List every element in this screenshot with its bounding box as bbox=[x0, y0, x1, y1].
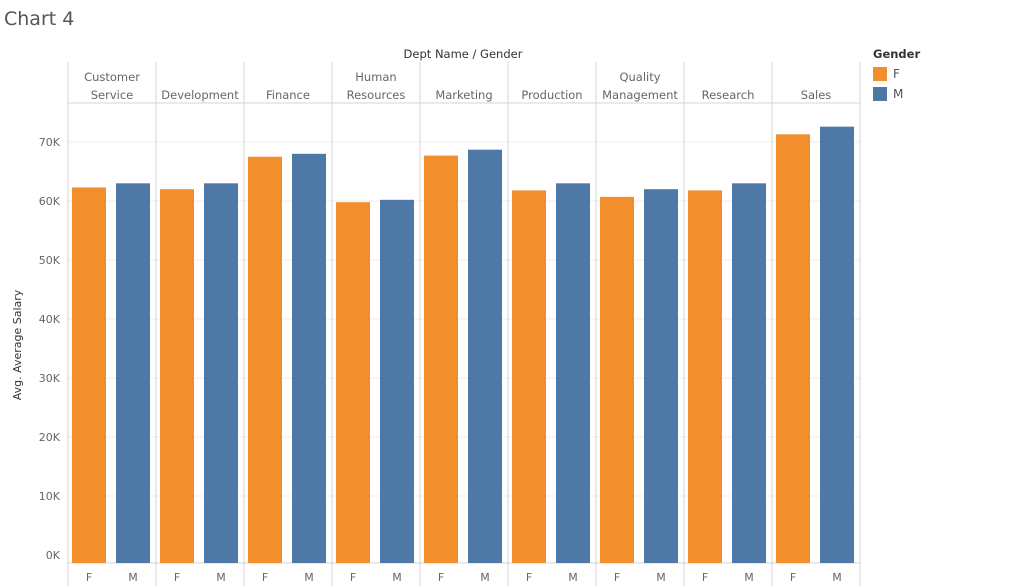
category-label: Management bbox=[602, 88, 678, 102]
x-subcategory-label: M bbox=[744, 571, 754, 584]
x-subcategory-label: F bbox=[86, 571, 92, 584]
x-subcategory-label: F bbox=[174, 571, 180, 584]
y-tick-label: 70K bbox=[39, 136, 61, 149]
bar-f bbox=[72, 187, 106, 563]
bar-m bbox=[468, 149, 502, 564]
bar-f bbox=[248, 156, 282, 563]
bar-m bbox=[732, 183, 766, 564]
legend-item-m[interactable]: M bbox=[873, 84, 920, 104]
x-subcategory-label: M bbox=[216, 571, 226, 584]
legend: Gender F M bbox=[873, 47, 920, 104]
category-label: Marketing bbox=[435, 88, 492, 102]
bar-f bbox=[600, 196, 634, 563]
bar-m bbox=[204, 183, 238, 564]
bar-f bbox=[160, 189, 194, 563]
x-subcategory-label: M bbox=[480, 571, 490, 584]
x-subcategory-label: F bbox=[614, 571, 620, 584]
x-subcategory-label: F bbox=[790, 571, 796, 584]
y-tick-label: 20K bbox=[39, 431, 61, 444]
x-subcategory-label: F bbox=[526, 571, 532, 584]
category-label: Resources bbox=[347, 88, 406, 102]
y-tick-label: 40K bbox=[39, 313, 61, 326]
bar-m bbox=[644, 189, 678, 563]
column-header-title: Dept Name / Gender bbox=[404, 47, 523, 61]
bar-m bbox=[820, 126, 854, 563]
category-label: Quality bbox=[619, 70, 660, 84]
legend-swatch-f bbox=[873, 67, 887, 81]
category-label: Development bbox=[161, 88, 239, 102]
x-subcategory-label: F bbox=[262, 571, 268, 584]
x-subcategory-label: F bbox=[438, 571, 444, 584]
legend-title: Gender bbox=[873, 47, 921, 61]
chart-title: Chart 4 bbox=[4, 8, 75, 30]
category-label: Customer bbox=[84, 70, 140, 84]
bar-f bbox=[688, 190, 722, 563]
category-label: Production bbox=[521, 88, 582, 102]
x-subcategory-label: M bbox=[304, 571, 314, 584]
bar-m bbox=[116, 183, 150, 564]
bar-f bbox=[336, 202, 370, 563]
legend-label-f: F bbox=[893, 67, 900, 81]
legend-item-f[interactable]: F bbox=[873, 64, 920, 84]
bar-m bbox=[556, 183, 590, 564]
x-subcategory-label: M bbox=[392, 571, 402, 584]
bar-f bbox=[776, 134, 810, 563]
x-subcategory-label: F bbox=[350, 571, 356, 584]
bar-m bbox=[292, 153, 326, 564]
y-tick-label: 10K bbox=[39, 490, 61, 503]
y-tick-label: 60K bbox=[39, 195, 61, 208]
legend-label-m: M bbox=[893, 87, 904, 101]
y-tick-label: 50K bbox=[39, 254, 61, 267]
category-label: Sales bbox=[801, 88, 832, 102]
x-subcategory-label: M bbox=[832, 571, 842, 584]
legend-swatch-m bbox=[873, 87, 887, 101]
category-label: Finance bbox=[266, 88, 310, 102]
x-subcategory-label: M bbox=[128, 571, 138, 584]
y-tick-label: 0K bbox=[46, 549, 61, 562]
bar-m bbox=[380, 199, 414, 563]
x-subcategory-label: M bbox=[656, 571, 666, 584]
bar-f bbox=[512, 190, 546, 563]
y-tick-label: 30K bbox=[39, 372, 61, 385]
bar-f bbox=[424, 155, 458, 563]
category-label: Service bbox=[91, 88, 134, 102]
y-axis-label: Avg. Average Salary bbox=[11, 289, 24, 400]
category-label: Human bbox=[355, 70, 396, 84]
x-subcategory-label: F bbox=[702, 571, 708, 584]
category-label: Research bbox=[702, 88, 755, 102]
x-subcategory-label: M bbox=[568, 571, 578, 584]
